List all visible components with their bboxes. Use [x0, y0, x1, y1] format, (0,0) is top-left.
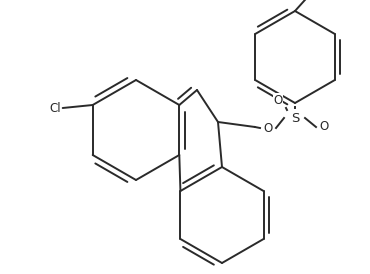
Text: Cl: Cl: [49, 101, 61, 115]
Text: O: O: [263, 121, 273, 135]
Text: O: O: [319, 121, 329, 133]
Text: O: O: [273, 93, 283, 107]
Text: S: S: [291, 112, 299, 124]
